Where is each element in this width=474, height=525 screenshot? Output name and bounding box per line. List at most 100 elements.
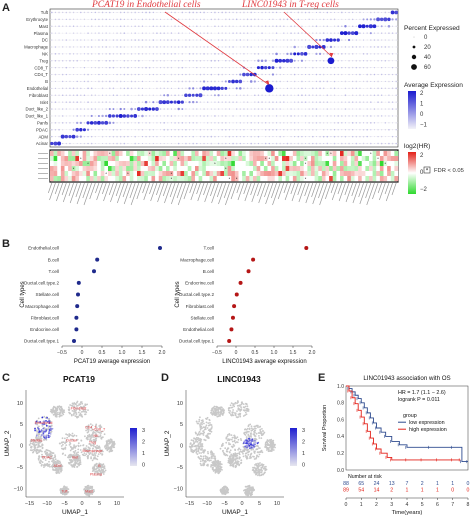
expression-dot <box>261 115 263 117</box>
gene-label-tick <box>391 182 397 196</box>
hr-cell <box>271 166 275 172</box>
hr-cell <box>195 161 199 167</box>
umap-cell <box>68 456 70 459</box>
umap-cell <box>38 439 41 441</box>
umap-cell <box>203 422 205 425</box>
expression-dot <box>105 25 107 27</box>
fdr-star: * <box>377 156 379 161</box>
expression-dot <box>51 94 53 96</box>
expression-dot <box>315 87 318 90</box>
umap-cell <box>233 405 236 408</box>
expression-dot <box>351 39 354 41</box>
expression-dot <box>276 46 277 48</box>
expression-dot <box>268 136 270 138</box>
expression-dot <box>350 31 355 36</box>
expression-dot <box>134 67 136 69</box>
callout-pcat19: PCAT19 in Endothelial cells <box>92 0 201 10</box>
expression-dot <box>337 94 339 96</box>
umap-cell <box>103 433 106 436</box>
expression-dot <box>359 11 361 14</box>
umap-cell <box>95 452 98 454</box>
expression-dot <box>268 108 271 110</box>
expression-dot <box>181 122 184 124</box>
expression-dot <box>333 108 336 110</box>
umap-cell <box>202 426 205 429</box>
hr-cell <box>213 171 217 177</box>
expression-dot <box>87 135 89 138</box>
hr-cell <box>122 156 127 162</box>
hr-cell <box>57 176 62 182</box>
expression-dot <box>51 108 53 110</box>
expression-dot <box>163 39 166 41</box>
expression-dot <box>174 143 176 144</box>
umap-expressing-cell <box>40 434 43 437</box>
expression-dot <box>163 73 165 76</box>
expression-dot <box>279 142 281 145</box>
expression-dot <box>366 46 368 48</box>
umap-cell <box>80 451 83 454</box>
umap-cell <box>234 458 237 461</box>
hr-cell <box>122 151 127 157</box>
fdr-star: * <box>87 161 89 166</box>
expression-dot <box>199 59 202 62</box>
expression-dot <box>290 101 292 103</box>
gene-label-tick <box>102 182 107 195</box>
umap-cell <box>83 488 85 491</box>
expression-dot <box>243 18 245 21</box>
hr-cell <box>376 151 381 157</box>
umap-cell <box>207 422 210 424</box>
umap-y-tick-label: 10 <box>17 401 23 407</box>
expression-dot <box>319 129 321 131</box>
umap-cell <box>91 424 94 427</box>
hr-cell <box>202 176 207 182</box>
umap-cell <box>36 448 38 451</box>
expression-dot <box>366 87 368 89</box>
expression-dot <box>210 46 212 48</box>
expression-dot <box>112 94 115 96</box>
umap-cell <box>47 426 50 428</box>
umap-x-label: UMAP_1 <box>62 509 88 516</box>
expression-dot <box>159 53 162 55</box>
hr-cell <box>256 161 261 167</box>
umap-cell <box>95 450 98 452</box>
expression-dot <box>189 136 191 138</box>
umap-cell <box>40 464 43 467</box>
expression-dot <box>51 73 53 76</box>
hr-cell <box>169 176 174 182</box>
hr-cell <box>187 161 192 167</box>
umap-expressing-cell <box>45 437 47 440</box>
expression-dot <box>388 80 390 83</box>
umap-cell <box>68 462 71 464</box>
umap-cell <box>64 454 67 457</box>
umap-cell <box>78 414 81 417</box>
umap-cell <box>203 431 206 434</box>
umap-cell <box>102 471 104 474</box>
expression-dot <box>264 128 267 131</box>
expression-dot <box>156 94 158 96</box>
expression-dot <box>138 143 140 145</box>
hr-cell <box>354 171 359 177</box>
expression-dot <box>294 11 296 13</box>
pcat19-expr-category-label: Endocrine.cell <box>30 327 59 332</box>
expression-dot <box>192 53 195 55</box>
dotplot-row-label: NK <box>42 51 48 56</box>
expression-dot <box>65 142 67 145</box>
expression-dot <box>308 39 310 41</box>
expression-dot <box>221 53 223 55</box>
expression-dot <box>123 39 126 41</box>
umap-cell <box>108 442 111 445</box>
expression-dot <box>79 121 82 125</box>
expression-dot <box>101 32 104 34</box>
expression-dot <box>160 136 161 138</box>
expression-dot <box>203 94 205 96</box>
umap-expressing-cell <box>45 436 48 438</box>
expression-dot <box>257 94 260 96</box>
expression-dot <box>243 11 245 14</box>
expression-dot <box>228 59 231 62</box>
expression-dot <box>170 80 172 82</box>
expression-dot <box>196 80 198 82</box>
umap-expressing-cell <box>38 430 41 433</box>
expression-dot <box>311 45 315 49</box>
expression-dot <box>214 59 216 62</box>
expression-dot <box>395 60 397 62</box>
